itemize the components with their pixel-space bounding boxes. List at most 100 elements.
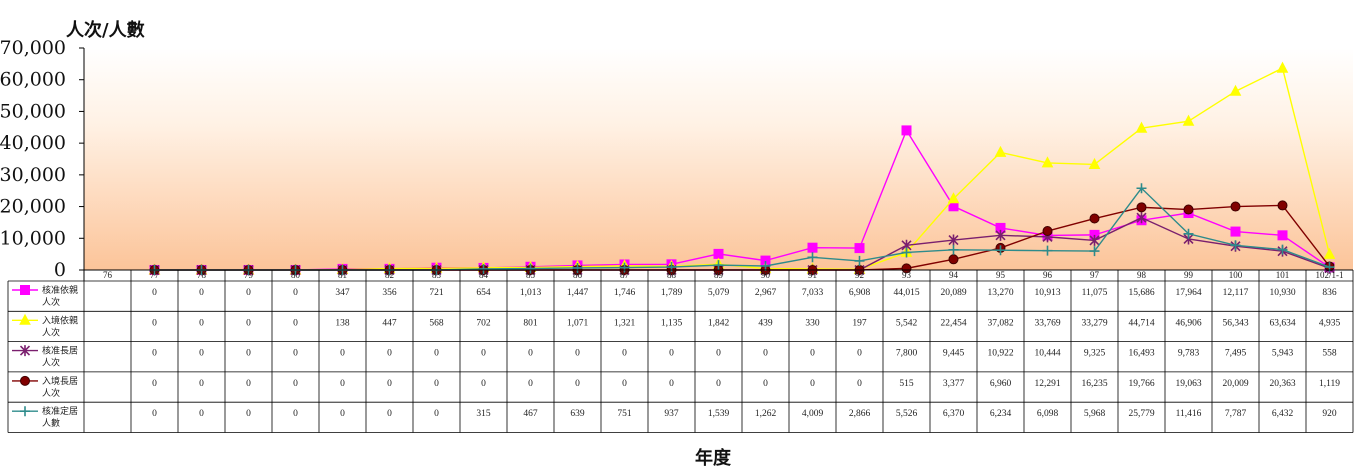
x-axis-title: 年度	[695, 447, 732, 469]
point-marker	[1183, 228, 1194, 239]
point-marker	[1277, 200, 1288, 211]
x-tick-label: 77	[150, 270, 160, 280]
table-cell-value: 920	[1322, 409, 1337, 419]
table-cell-value: 4,935	[1319, 318, 1341, 328]
point-marker	[1042, 226, 1053, 237]
table-cell-value: 2,967	[755, 288, 777, 298]
table-cell-value: 20,363	[1269, 379, 1295, 389]
table-cell-value: 0	[152, 409, 157, 419]
table-cell-value: 10,922	[987, 349, 1013, 359]
table-cell-value: 197	[852, 318, 867, 328]
x-tick-label: 76	[103, 270, 113, 280]
table-cell-value: 11,075	[1082, 288, 1108, 298]
table-cell-value: 0	[293, 349, 298, 359]
point-marker	[1041, 156, 1054, 168]
x-tick-label: 86	[573, 270, 583, 280]
table-cell-value: 439	[758, 318, 773, 328]
table-cell-value: 0	[199, 349, 204, 359]
table-cell-value: 0	[387, 379, 392, 389]
table-cell-value: 0	[387, 409, 392, 419]
table-cell-value: 1,262	[755, 409, 777, 419]
point-marker	[994, 145, 1007, 157]
point-marker	[995, 245, 1006, 256]
point-marker	[1277, 230, 1288, 241]
table-cell-value: 5,079	[708, 288, 730, 298]
x-tick-label: 96	[1043, 270, 1053, 280]
table-cell-value: 0	[622, 349, 627, 359]
table-cell-value: 0	[152, 318, 157, 328]
table-cell-value: 836	[1322, 288, 1337, 298]
table-cell-value: 937	[664, 409, 679, 419]
x-tick-label: 79	[244, 270, 254, 280]
table-cell-value: 0	[575, 349, 580, 359]
point-marker	[19, 313, 31, 325]
table-cell-value: 0	[434, 379, 439, 389]
point-marker	[1230, 201, 1241, 212]
table-cell-value: 6,908	[849, 288, 871, 298]
table-cell-value: 0	[575, 379, 580, 389]
table-cell-value: 7,787	[1225, 409, 1247, 419]
y-tick-label: 40,000	[0, 132, 66, 154]
table-cell-value: 9,783	[1178, 349, 1200, 359]
table-cell-value: 0	[340, 349, 345, 359]
x-tick-label: 87	[620, 270, 630, 280]
point-marker	[1042, 245, 1053, 256]
point-marker	[20, 375, 30, 386]
table-cell-value: 0	[669, 349, 674, 359]
table-cell-value: 1,321	[614, 318, 636, 328]
table-cell-value: 6,234	[990, 409, 1012, 419]
point-marker	[948, 244, 959, 255]
point-marker	[807, 252, 818, 263]
x-tick-label: 84	[479, 270, 489, 280]
legend-label: 入境長居	[42, 375, 78, 387]
table-cell-value: 0	[481, 379, 486, 389]
table-cell-value: 5,542	[896, 318, 918, 328]
table-cell-value: 19,766	[1128, 379, 1154, 389]
y-tick-label: 0	[54, 259, 66, 281]
table-cell-value: 330	[805, 318, 820, 328]
point-marker	[478, 264, 489, 275]
legend-label-unit: 人次	[42, 296, 60, 308]
table-cell-value: 0	[246, 288, 251, 298]
y-tick-label: 30,000	[0, 164, 66, 186]
table-cell-value: 6,432	[1272, 409, 1294, 419]
y-tick-label: 60,000	[0, 69, 66, 91]
table-cell-value: 15,686	[1128, 288, 1154, 298]
table-cell-value: 1,071	[567, 318, 589, 328]
table-cell-value: 0	[246, 349, 251, 359]
point-marker	[1135, 121, 1148, 133]
table-cell-value: 315	[476, 409, 491, 419]
x-tick-label: 94	[949, 270, 959, 280]
table-cell-value: 56,343	[1222, 318, 1248, 328]
x-tick-label: 99	[1184, 270, 1194, 280]
legend-label-unit: 人次	[42, 387, 60, 399]
point-marker	[1323, 247, 1336, 259]
point-marker	[1277, 244, 1288, 255]
point-marker	[1089, 234, 1100, 246]
table-cell-value: 37,082	[987, 318, 1013, 328]
point-marker	[1182, 114, 1195, 126]
point-marker	[947, 192, 960, 204]
legend-label: 核准長居	[42, 345, 78, 357]
point-marker	[20, 285, 30, 295]
y-tick-label: 50,000	[0, 100, 66, 122]
table-cell-value: 0	[293, 318, 298, 328]
legend-label: 核准依親	[42, 284, 78, 296]
point-marker	[20, 406, 30, 417]
y-tick-label: 20,000	[0, 196, 66, 218]
table-cell-value: 0	[528, 379, 533, 389]
table-cell-value: 0	[199, 288, 204, 298]
table-cell-value: 447	[382, 318, 397, 328]
table-cell-value: 0	[340, 379, 345, 389]
table-cell-value: 702	[476, 318, 491, 328]
table-cell-value: 558	[1322, 349, 1337, 359]
x-tick-label: 89	[714, 270, 724, 280]
table-cell-value: 9,445	[943, 349, 965, 359]
table-cell-value: 0	[528, 349, 533, 359]
legend-label-unit: 人數	[42, 417, 60, 429]
table-cell-value: 751	[617, 409, 632, 419]
table-cell-value: 0	[246, 318, 251, 328]
table-cell-value: 0	[763, 379, 768, 389]
table-cell-value: 17,964	[1175, 288, 1201, 298]
